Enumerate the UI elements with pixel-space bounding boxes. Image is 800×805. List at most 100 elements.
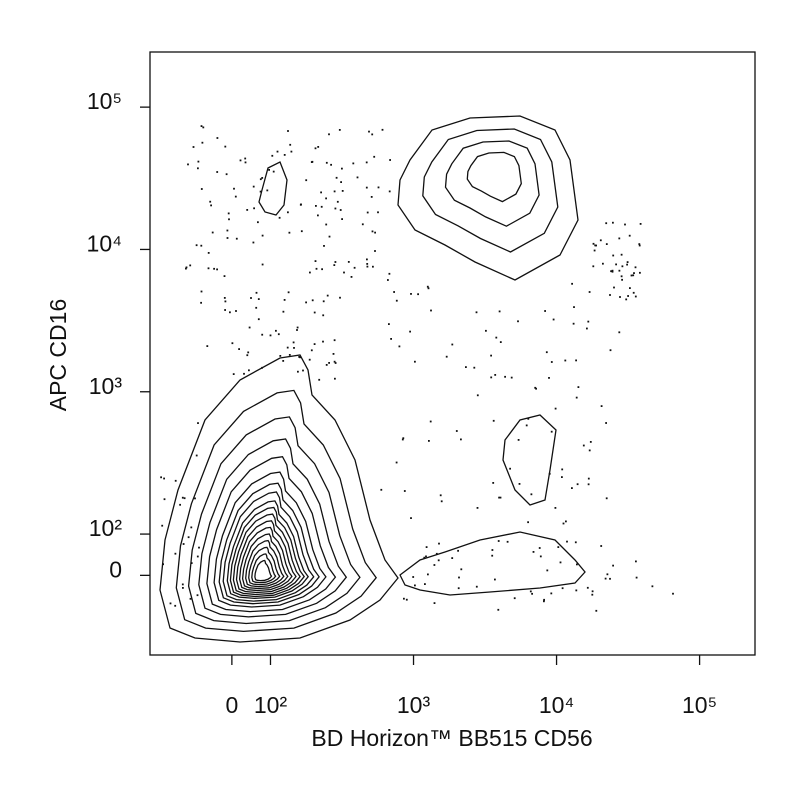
event-dot <box>373 155 376 158</box>
event-dot <box>202 126 205 129</box>
event-dot <box>311 299 314 302</box>
event-dot <box>268 169 270 171</box>
event-dot <box>366 211 369 214</box>
event-dot <box>239 159 242 162</box>
event-dot <box>371 133 374 136</box>
event-dot <box>539 555 542 558</box>
event-dot <box>612 254 615 257</box>
x-tick-label: 10² <box>254 692 288 718</box>
event-dot <box>189 264 192 267</box>
event-dot <box>635 576 638 579</box>
event-dot <box>550 430 553 433</box>
event-dot <box>169 602 172 605</box>
event-dot <box>287 211 289 214</box>
event-dot <box>182 587 184 589</box>
event-dot <box>311 160 314 163</box>
event-dot <box>571 487 573 489</box>
plot-area <box>159 115 674 643</box>
contour-line <box>397 115 579 281</box>
event-dot <box>433 564 436 566</box>
event-dot <box>525 424 528 427</box>
event-dot <box>365 161 368 164</box>
event-dot <box>196 594 199 597</box>
event-dot <box>207 267 210 270</box>
y-tick-label: 0 <box>109 556 122 582</box>
event-dot <box>621 265 624 268</box>
event-dot <box>209 200 212 203</box>
event-dot <box>618 237 621 240</box>
event-dot <box>455 430 458 432</box>
event-dot <box>561 476 563 478</box>
event-dot <box>163 498 166 501</box>
event-dot <box>317 146 320 148</box>
event-dot <box>499 341 502 343</box>
contour-line <box>235 520 297 594</box>
event-dot <box>272 170 275 173</box>
event-dot <box>600 405 603 407</box>
event-dot <box>286 346 289 349</box>
event-dot <box>196 555 199 558</box>
event-dot <box>374 231 376 234</box>
event-dot <box>322 340 324 343</box>
event-dot <box>564 359 567 362</box>
event-dot <box>438 542 440 545</box>
event-dot <box>310 349 313 352</box>
event-dot <box>235 310 237 312</box>
event-dot <box>276 150 279 153</box>
event-dot <box>190 562 193 564</box>
event-dot <box>605 222 608 225</box>
y-tick-label: 10⁵ <box>87 88 122 114</box>
event-dot <box>248 369 250 372</box>
event-dot <box>261 333 264 336</box>
event-dot <box>333 360 336 363</box>
event-dot <box>328 133 330 136</box>
event-dot <box>612 221 614 224</box>
event-dot <box>451 557 454 559</box>
event-dot <box>366 265 369 268</box>
event-dot <box>341 218 343 220</box>
event-dot <box>266 189 269 192</box>
event-dot <box>313 311 316 314</box>
event-dot <box>189 597 192 600</box>
event-dot <box>543 598 545 601</box>
event-dot <box>587 483 590 486</box>
event-dot <box>517 439 520 441</box>
event-dot <box>423 556 426 559</box>
event-dot <box>600 545 603 547</box>
event-dot <box>630 274 633 277</box>
event-dot <box>548 472 551 475</box>
event-dot <box>639 271 641 274</box>
event-dot <box>588 449 591 452</box>
event-dot <box>278 216 281 219</box>
event-dot <box>587 320 590 323</box>
event-dot <box>299 356 301 359</box>
event-dot <box>305 179 308 182</box>
event-dot <box>201 141 204 144</box>
event-dot <box>543 600 545 603</box>
event-dot <box>223 297 226 299</box>
event-dot <box>283 154 286 156</box>
event-dot <box>577 386 580 388</box>
event-dot <box>491 554 494 557</box>
event-dot <box>246 354 249 357</box>
event-dot <box>288 231 291 234</box>
event-dot <box>361 223 364 226</box>
event-dot <box>370 196 373 198</box>
event-dot <box>338 129 341 131</box>
event-dot <box>161 524 164 527</box>
event-dot <box>255 306 258 309</box>
event-dot <box>612 564 614 567</box>
event-dot <box>261 177 264 179</box>
event-dot <box>618 331 621 334</box>
event-dot <box>224 300 227 303</box>
event-dot <box>565 520 567 523</box>
event-dot <box>325 364 328 366</box>
event-dot <box>609 294 611 296</box>
contour-line <box>218 482 320 605</box>
contour-line <box>159 354 399 643</box>
event-dot <box>398 345 401 348</box>
event-dot <box>289 143 292 146</box>
event-dot <box>366 258 368 261</box>
event-dot <box>211 231 214 234</box>
event-dot <box>341 167 343 170</box>
